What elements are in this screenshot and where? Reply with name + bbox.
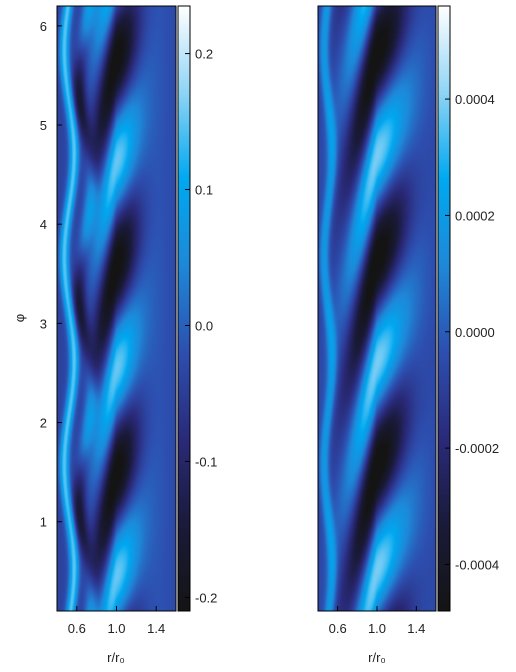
panel-2-x-axis: 0.6 1.0 1.4 xyxy=(329,606,425,636)
x-tick-label: 1.4 xyxy=(147,621,165,636)
colorbar-tick-label: -0.1 xyxy=(195,454,217,469)
panel-2: 0.6 1.0 1.4 r/r₀ -0.0004 -0.0002 0.0000 0.000… xyxy=(317,5,499,665)
colorbar-tick-label: 0.0002 xyxy=(455,208,495,223)
panel-2-heatmap-holder xyxy=(318,6,436,611)
panel-1-y-axis-title: φ xyxy=(12,314,27,322)
panel-1-heatmap-holder xyxy=(57,6,176,611)
panel-1-colorbar-ticks: -0.2 -0.1 0.0 0.1 0.2 xyxy=(185,47,217,605)
y-tick-label: 4 xyxy=(40,217,47,232)
panel-1-x-axis: 0.6 1.0 1.4 xyxy=(68,606,165,636)
colorbar-tick-label: 0.0004 xyxy=(455,92,495,107)
colorbar-tick-label: 0.0 xyxy=(195,318,213,333)
panel-1-y-axis: 1 2 3 4 5 6 xyxy=(40,19,62,530)
x-tick-label: 1.4 xyxy=(407,621,425,636)
y-tick-label: 5 xyxy=(40,118,47,133)
x-tick-label: 1.0 xyxy=(368,621,386,636)
colorbar-tick-label: 0.1 xyxy=(195,183,213,198)
panel-2-colorbar xyxy=(438,6,450,611)
colorbar-tick-label: -0.2 xyxy=(195,590,217,605)
panel-2-heatmap xyxy=(318,6,436,611)
panel-1-colorbar-frame xyxy=(177,5,191,612)
y-tick-label: 6 xyxy=(40,19,47,34)
panel-1-colorbar xyxy=(178,6,190,611)
x-tick-label: 0.6 xyxy=(329,621,347,636)
colorbar-tick-label: -0.0002 xyxy=(455,441,499,456)
y-tick-label: 1 xyxy=(40,515,47,530)
colorbar-tick-label: 0.2 xyxy=(195,47,213,62)
colorbar-tick-label: -0.0004 xyxy=(455,557,499,572)
panel-1-x-axis-title: r/r₀ xyxy=(107,650,125,665)
panel-1-heatmap xyxy=(57,6,176,611)
colorbar-tick-label: 0.0000 xyxy=(455,325,495,340)
y-tick-label: 2 xyxy=(40,416,47,431)
panel-2-x-axis-title: r/r₀ xyxy=(368,650,386,665)
panel-2-colorbar-ticks: -0.0004 -0.0002 0.0000 0.0002 0.0004 xyxy=(445,92,499,572)
y-tick-label: 3 xyxy=(40,316,47,331)
x-tick-label: 0.6 xyxy=(68,621,86,636)
x-tick-label: 1.0 xyxy=(107,621,125,636)
panel-2-colorbar-frame xyxy=(437,5,451,612)
panel-1: 0.6 1.0 1.4 1 2 3 4 5 6 φ r/r₀ -0.2 -0.1 0.0 0.1 0.… xyxy=(12,5,217,665)
